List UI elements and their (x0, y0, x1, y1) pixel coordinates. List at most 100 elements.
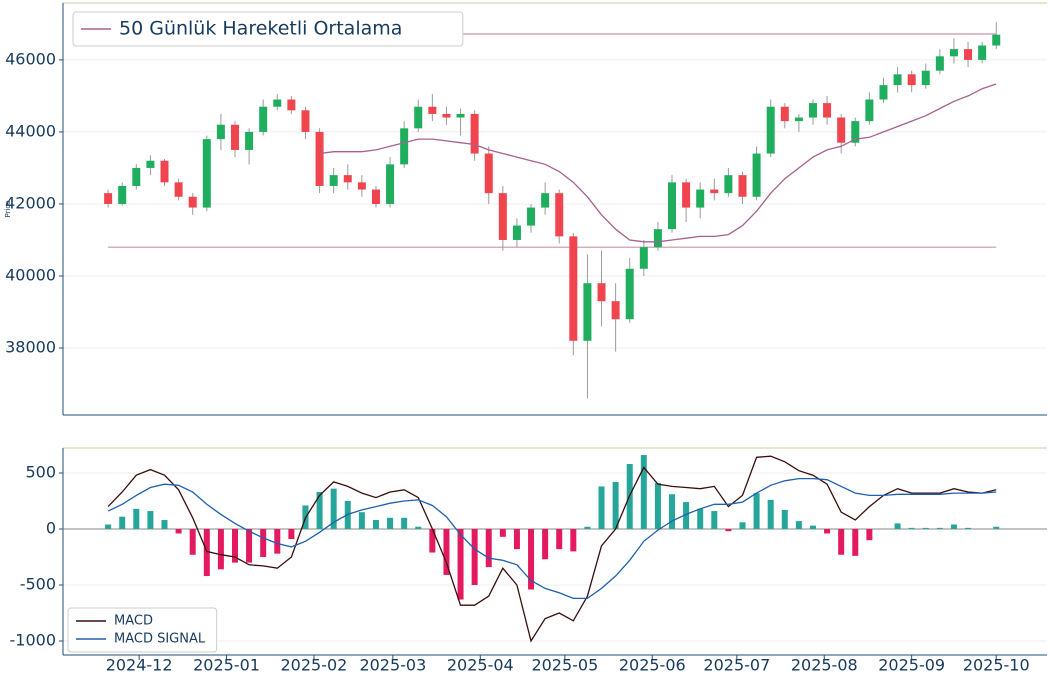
histogram-bar (372, 520, 379, 529)
histogram-bar (485, 528, 492, 568)
histogram-bar (965, 527, 972, 529)
histogram-bar (570, 528, 577, 552)
candle-body (625, 268, 634, 320)
histogram-bar (217, 528, 224, 570)
histogram-bar (528, 528, 535, 590)
histogram-bar (824, 528, 831, 534)
candle-body (653, 229, 662, 248)
x-tick-label: 2025-02 (281, 656, 348, 675)
histogram-bar (640, 455, 647, 529)
legend: MACD MACD SIGNAL (67, 607, 218, 653)
histogram-bar (922, 527, 929, 529)
candle-body (780, 106, 789, 122)
x-tick-label: 2025-08 (791, 656, 858, 675)
candle-body (978, 45, 987, 60)
y-tick-label: -500 (20, 574, 56, 593)
legend-label: MACD (114, 614, 153, 629)
histogram-bar (499, 528, 506, 537)
x-tick-label: 2025-06 (619, 656, 686, 675)
legend-label: 50 Günlük Hareketli Ortalama (119, 18, 402, 40)
legend-box (72, 11, 464, 47)
histogram-bar (161, 520, 168, 529)
candle-body (104, 193, 113, 204)
histogram-bar (683, 502, 690, 529)
histogram-bar (274, 528, 281, 554)
series-line (107, 477, 997, 600)
candle-body (738, 175, 747, 197)
candle-body (921, 70, 930, 86)
y-tick-label: -1000 (10, 630, 57, 649)
histogram-bar (401, 517, 408, 529)
histogram-bar (908, 527, 915, 529)
candle-body (837, 117, 846, 143)
y-tick-label: 40000 (5, 265, 56, 284)
candle-body (259, 106, 268, 132)
histogram-bar (316, 492, 323, 529)
histogram-bar (950, 524, 957, 529)
candle-body (371, 189, 380, 204)
y-axis-label: Price (4, 200, 12, 217)
histogram-bar (809, 525, 816, 529)
candle-body (752, 153, 761, 197)
histogram-bar (838, 528, 845, 555)
candle-body (484, 153, 493, 194)
candle-body (794, 117, 803, 122)
histogram-bar (711, 511, 718, 529)
histogram-bar (246, 528, 253, 563)
candle-body (949, 49, 958, 57)
x-tick-label: 2025-09 (878, 656, 945, 675)
y-tick-label: 38000 (5, 338, 56, 357)
candle-body (188, 196, 197, 208)
series-line (319, 83, 997, 243)
histogram-bar (697, 508, 704, 529)
candle-body (216, 124, 225, 140)
histogram-bar (894, 523, 901, 529)
candle-body (893, 74, 902, 86)
histogram-bar (993, 526, 1000, 529)
candle-body (400, 128, 409, 165)
x-tick-label: 2025-07 (703, 656, 770, 675)
candle-body (724, 175, 733, 194)
x-tick-label: 2024-12 (106, 656, 173, 675)
candle-body (245, 131, 254, 150)
candle-body (174, 182, 183, 197)
histogram-bar (612, 481, 619, 529)
histogram-bar (584, 526, 591, 529)
candle-body (808, 103, 817, 118)
candle-body (710, 189, 719, 194)
histogram-bar (471, 528, 478, 585)
candle-body (230, 124, 239, 150)
candle-body (357, 182, 366, 190)
histogram-bar (654, 483, 661, 529)
candle-body (329, 175, 338, 186)
candle-body (992, 34, 1001, 46)
candle-body (456, 113, 465, 118)
histogram-bar (513, 528, 520, 550)
candle-body (907, 74, 916, 86)
y-tick-label: 44000 (5, 121, 56, 140)
candle-body (823, 103, 832, 118)
candle-body (541, 193, 550, 208)
candle-body (597, 283, 606, 302)
candle-body (555, 193, 564, 237)
candle-body (569, 236, 578, 341)
histogram-bar (387, 517, 394, 529)
histogram-bar (739, 522, 746, 529)
histogram-bar (189, 528, 196, 555)
histogram-bar (231, 528, 238, 563)
histogram-bar (147, 511, 154, 529)
y-tick-label: 46000 (5, 49, 56, 68)
histogram-bar (767, 499, 774, 529)
histogram-bar (669, 494, 676, 529)
histogram-bar (852, 528, 859, 556)
y-tick-label: 500 (25, 462, 56, 481)
x-tick-label: 2025-03 (359, 656, 426, 675)
candle-body (512, 225, 521, 240)
candle-body (498, 193, 507, 240)
candle-body (527, 207, 536, 226)
candle-body (118, 185, 127, 204)
legend-label: MACD SIGNAL (114, 632, 206, 647)
y-tick-label: 0 (46, 518, 56, 537)
histogram-bar (443, 528, 450, 575)
